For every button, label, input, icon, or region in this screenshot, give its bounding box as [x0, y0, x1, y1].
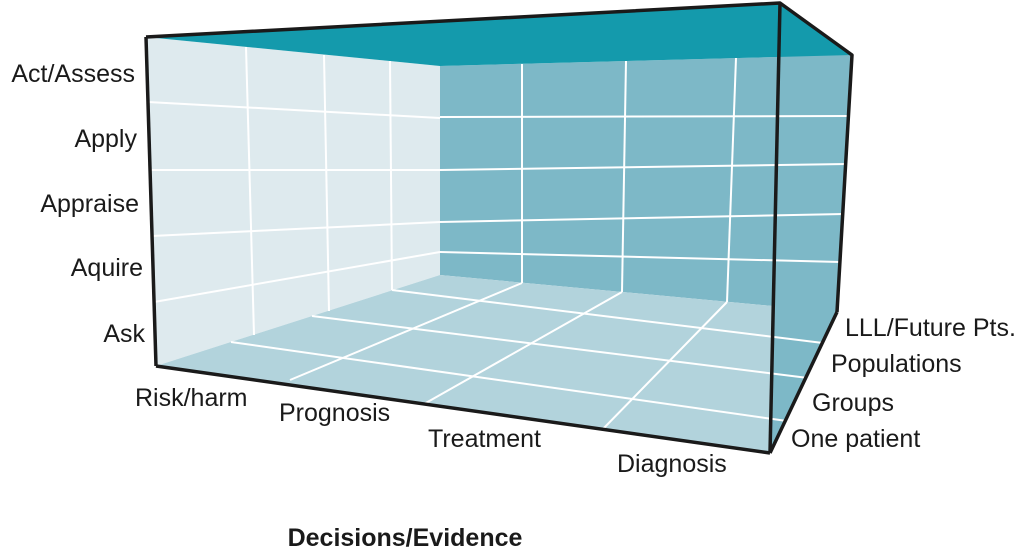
depth-axis-labels: LLL/Future Pts. Populations Groups One p…: [791, 314, 1016, 453]
front-label: Prognosis: [279, 399, 390, 427]
vertical-label: Apply: [74, 125, 137, 153]
back-wall: [440, 55, 852, 312]
cube-edges: [144, 1, 854, 455]
left-wall: [146, 37, 440, 366]
top-face: [146, 3, 852, 66]
vertical-axis-labels: Act/Assess Apply Appraise Aquire Ask: [11, 60, 145, 348]
front-axis-labels: Risk/harm Prognosis Treatment Diagnosis: [135, 384, 727, 478]
vertical-label: Act/Assess: [11, 60, 135, 88]
depth-label: Groups: [812, 389, 894, 417]
vertical-label: Appraise: [40, 190, 139, 218]
diagram-title: Decisions/Evidence: [288, 524, 523, 552]
floor-grid: [230, 282, 824, 433]
vertical-label: Ask: [103, 320, 145, 348]
vertical-label: Aquire: [71, 254, 143, 282]
left-wall-grid: [147, 46, 441, 336]
front-label: Treatment: [428, 425, 541, 453]
depth-label: LLL/Future Pts.: [845, 314, 1016, 342]
front-label: Risk/harm: [135, 384, 248, 412]
depth-label: One patient: [791, 425, 920, 453]
depth-label: Populations: [831, 350, 962, 378]
front-label: Diagnosis: [617, 450, 727, 478]
right-wall: [770, 3, 852, 453]
